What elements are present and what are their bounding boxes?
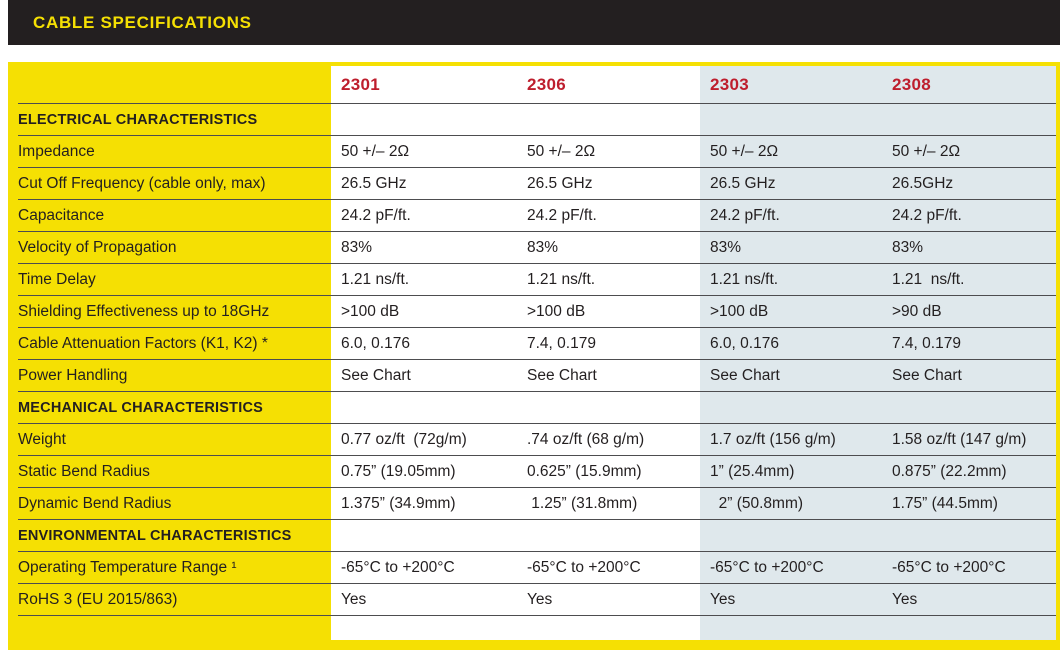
column-header-2301: 2301 [341, 74, 381, 94]
column-header-2303: 2303 [710, 74, 750, 94]
cell-value: 1.75” (44.5mm) [892, 494, 998, 512]
row-label: Impedance [18, 142, 95, 160]
cell-value: 50 +/– 2Ω [527, 142, 596, 160]
cell-value: 50 +/– 2Ω [341, 142, 410, 160]
row-label: Shielding Effectiveness up to 18GHz [18, 302, 270, 320]
cell-value: 26.5 GHz [710, 174, 776, 192]
cell-value: >100 dB [341, 302, 400, 320]
table-row: Static Bend Radius 0.75” (19.05mm) 0.625… [18, 456, 1056, 488]
cell-value: See Chart [527, 366, 597, 384]
cell-value: 24.2 pF/ft. [892, 206, 962, 224]
row-label: Power Handling [18, 366, 128, 384]
row-label: Dynamic Bend Radius [18, 494, 172, 512]
page-title: CABLE SPECIFICATIONS [33, 12, 252, 32]
cell-value: 26.5 GHz [527, 174, 593, 192]
title-bar: CABLE SPECIFICATIONS [8, 0, 1060, 45]
table-row: ENVIRONMENTAL CHARACTERISTICS [18, 520, 1056, 552]
table-row: Shielding Effectiveness up to 18GHz >100… [18, 296, 1056, 328]
cell-value: Yes [527, 590, 553, 608]
cell-value: 83% [710, 238, 742, 256]
cell-value: 24.2 pF/ft. [527, 206, 597, 224]
cell-value: 1.21 ns/ft. [892, 270, 965, 288]
row-label: ENVIRONMENTAL CHARACTERISTICS [18, 527, 292, 544]
cell-value: 1.21 ns/ft. [341, 270, 410, 288]
cable-spec-table: 2301 2306 2303 2308 ELECTRICAL CHARACTER… [8, 62, 1060, 650]
row-label: Velocity of Propagation [18, 238, 177, 256]
cell-value: 0.77 oz/ft (72g/m) [341, 430, 467, 448]
row-label: ELECTRICAL CHARACTERISTICS [18, 111, 258, 128]
cell-value: -65°C to +200°C [527, 558, 641, 576]
table-row: MECHANICAL CHARACTERISTICS [18, 392, 1056, 424]
cell-value: 1.21 ns/ft. [710, 270, 779, 288]
table-row: Cable Attenuation Factors (K1, K2) * 6.0… [18, 328, 1056, 360]
table-row: Capacitance 24.2 pF/ft. 24.2 pF/ft. 24.2… [18, 200, 1056, 232]
cell-value: >100 dB [710, 302, 769, 320]
row-label: Time Delay [18, 270, 96, 288]
cell-value: 0.875” (22.2mm) [892, 462, 1007, 480]
cell-value: -65°C to +200°C [710, 558, 824, 576]
cell-value: >100 dB [527, 302, 586, 320]
cell-value: 83% [341, 238, 373, 256]
table-row: Power Handling See Chart See Chart See C… [18, 360, 1056, 392]
cell-value: 1.7 oz/ft (156 g/m) [710, 430, 836, 448]
column-header-2306: 2306 [527, 74, 567, 94]
row-label: Cable Attenuation Factors (K1, K2) * [18, 334, 268, 352]
cell-value: 0.625” (15.9mm) [527, 462, 642, 480]
row-label: Cut Off Frequency (cable only, max) [18, 174, 266, 192]
table-row: ELECTRICAL CHARACTERISTICS [18, 104, 1056, 136]
cell-value: -65°C to +200°C [341, 558, 455, 576]
cell-value: 6.0, 0.176 [341, 334, 410, 352]
table-row: Weight 0.77 oz/ft (72g/m) .74 oz/ft (68 … [18, 424, 1056, 456]
cell-value: -65°C to +200°C [892, 558, 1006, 576]
column-header-2308: 2308 [892, 74, 932, 94]
cell-value: 0.75” (19.05mm) [341, 462, 456, 480]
cell-value: 7.4, 0.179 [892, 334, 961, 352]
table-row: Operating Temperature Range ¹ -65°C to +… [18, 552, 1056, 584]
row-label: RoHS 3 (EU 2015/863) [18, 590, 178, 608]
table-row: RoHS 3 (EU 2015/863) Yes Yes Yes Yes [18, 584, 1056, 616]
cell-value: See Chart [341, 366, 411, 384]
cell-value: 24.2 pF/ft. [710, 206, 780, 224]
cell-value: 1.375” (34.9mm) [341, 494, 456, 512]
cell-value: 1.58 oz/ft (147 g/m) [892, 430, 1027, 448]
cell-value: 1.25” (31.8mm) [527, 494, 638, 512]
row-label: Static Bend Radius [18, 462, 150, 480]
cell-value: 26.5GHz [892, 174, 954, 192]
cell-value: >90 dB [892, 302, 942, 320]
cell-value: Yes [341, 590, 367, 608]
cell-value: .74 oz/ft (68 g/m) [527, 430, 645, 448]
cell-value: 83% [527, 238, 559, 256]
cell-value: 6.0, 0.176 [710, 334, 779, 352]
cell-value: Yes [892, 590, 918, 608]
cell-value: 50 +/– 2Ω [710, 142, 779, 160]
cell-value: 26.5 GHz [341, 174, 407, 192]
table-row: Time Delay 1.21 ns/ft. 1.21 ns/ft. 1.21 … [18, 264, 1056, 296]
cell-value: Yes [710, 590, 736, 608]
cell-value: 1” (25.4mm) [710, 462, 795, 480]
cell-value: 7.4, 0.179 [527, 334, 596, 352]
row-label: Operating Temperature Range ¹ [18, 558, 237, 576]
table-row: Velocity of Propagation 83% 83% 83% 83% [18, 232, 1056, 264]
cell-value: See Chart [710, 366, 780, 384]
cell-value: See Chart [892, 366, 962, 384]
row-label: MECHANICAL CHARACTERISTICS [18, 399, 263, 416]
table-row: Impedance 50 +/– 2Ω 50 +/– 2Ω 50 +/– 2Ω … [18, 136, 1056, 168]
cell-value: 2” (50.8mm) [710, 494, 804, 512]
cell-value: 1.21 ns/ft. [527, 270, 596, 288]
cell-value: 24.2 pF/ft. [341, 206, 411, 224]
row-label: Weight [18, 430, 66, 448]
table-body: 2301 2306 2303 2308 ELECTRICAL CHARACTER… [18, 66, 1056, 616]
row-label: Capacitance [18, 206, 105, 224]
table-row: Cut Off Frequency (cable only, max) 26.5… [18, 168, 1056, 200]
cell-value: 83% [892, 238, 924, 256]
highlighted-columns-background [700, 66, 1056, 640]
table-row: Dynamic Bend Radius 1.375” (34.9mm) 1.25… [18, 488, 1056, 520]
column-header-row: 2301 2306 2303 2308 [18, 66, 1056, 104]
cell-value: 50 +/– 2Ω [892, 142, 961, 160]
